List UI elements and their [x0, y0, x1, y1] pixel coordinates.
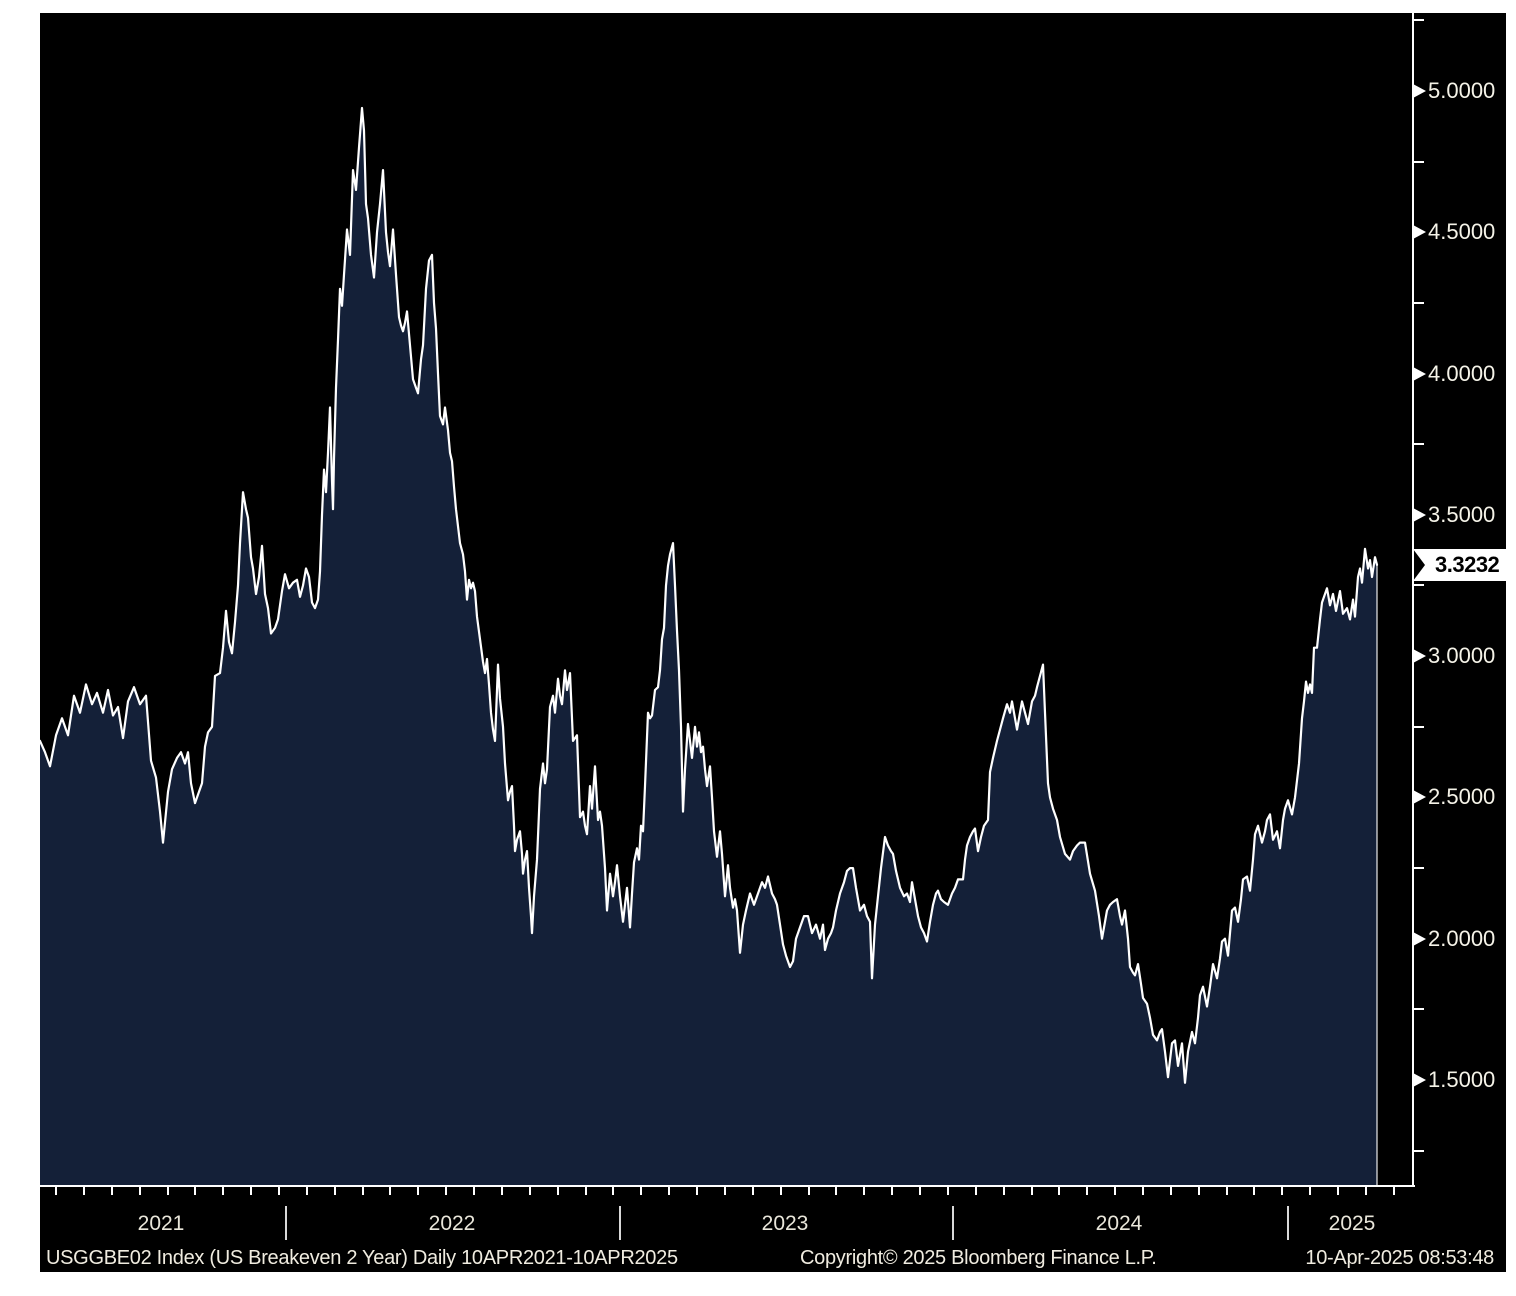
y-axis-label: 2.0000: [1428, 925, 1496, 951]
x-axis-month-tick: [361, 1187, 364, 1195]
x-axis-month-tick: [919, 1187, 921, 1195]
x-axis-month-tick: [389, 1187, 392, 1195]
x-axis-month-tick: [1253, 1187, 1256, 1195]
x-axis-month-tick: [835, 1187, 838, 1195]
y-axis-label: 2.5000: [1428, 784, 1496, 810]
x-axis-month-tick: [1114, 1187, 1117, 1195]
y-axis-major-tick-arrow: [1413, 366, 1426, 381]
x-axis-month-tick: [863, 1187, 866, 1195]
x-axis-month-tick: [556, 1187, 559, 1195]
x-axis-month-tick: [278, 1187, 280, 1195]
x-axis-month-tick: [1169, 1187, 1172, 1195]
x-axis-month-tick: [333, 1187, 336, 1195]
x-axis-month-tick: [723, 1187, 726, 1195]
x-axis-month-tick: [528, 1187, 531, 1195]
x-axis-month-tick: [110, 1187, 113, 1195]
x-axis-month-tick: [500, 1187, 503, 1195]
x-axis-month-tick: [1281, 1187, 1284, 1195]
x-axis-month-tick: [138, 1187, 141, 1195]
x-axis-month-tick: [250, 1187, 253, 1195]
x-axis-year-separator: [952, 1206, 954, 1240]
x-axis-month-tick: [194, 1187, 197, 1195]
x-axis-month-tick: [891, 1187, 894, 1195]
timestamp: 10-Apr-2025 08:53:48: [1305, 1247, 1494, 1269]
x-axis-month-tick: [1337, 1187, 1339, 1195]
x-axis-year-label: 2023: [761, 1212, 809, 1235]
x-axis-month-tick: [1141, 1187, 1144, 1195]
y-axis-major-tick-arrow: [1413, 507, 1426, 522]
y-axis-major-tick-arrow: [1413, 1072, 1426, 1087]
copyright-notice: Copyright© 2025 Bloomberg Finance L.P.: [800, 1247, 1157, 1269]
x-axis-year-separator: [285, 1206, 287, 1240]
y-axis-minor-tick: [1413, 1149, 1424, 1152]
x-axis-month-tick: [1197, 1187, 1200, 1195]
y-axis-label: 3.5000: [1428, 501, 1496, 527]
x-axis-month-tick: [612, 1187, 615, 1195]
x-axis-month-tick: [640, 1187, 643, 1195]
y-axis-major-tick-arrow: [1413, 790, 1426, 805]
x-axis-month-tick: [1225, 1187, 1228, 1195]
x-axis-year-label: 2025: [1328, 1212, 1376, 1235]
y-axis-minor-tick: [1413, 160, 1424, 163]
x-axis-year-separator: [619, 1206, 621, 1240]
x-axis-month-tick: [807, 1187, 810, 1195]
x-axis-month-tick: [305, 1187, 308, 1195]
y-axis-minor-tick: [1413, 301, 1424, 304]
x-axis-month-tick: [696, 1187, 698, 1195]
x-axis-month-tick: [166, 1187, 169, 1195]
x-axis-month-tick: [779, 1187, 782, 1195]
y-axis-minor-tick: [1413, 725, 1424, 728]
x-axis-month-tick: [1086, 1187, 1089, 1195]
y-axis-minor-tick: [1413, 867, 1424, 870]
y-axis-minor-tick: [1413, 443, 1424, 446]
x-axis-month-tick: [55, 1187, 57, 1195]
y-axis-major-tick-arrow: [1413, 225, 1426, 240]
x-axis-month-tick: [417, 1187, 420, 1195]
x-axis-month-tick: [974, 1187, 977, 1195]
x-axis-month-tick: [1058, 1187, 1061, 1195]
x-axis-month-tick: [1392, 1187, 1395, 1195]
y-axis-minor-tick: [1413, 1008, 1424, 1011]
last-price-tag: 3.3232: [1413, 549, 1516, 581]
x-axis-month-tick: [82, 1187, 85, 1195]
y-axis-label: 4.0000: [1428, 360, 1496, 386]
y-axis-label: 3.0000: [1428, 643, 1496, 669]
x-axis-year-label: 2022: [428, 1212, 476, 1235]
y-axis-label: 4.5000: [1428, 219, 1496, 245]
price-line: [38, 106, 1379, 1084]
y-axis-line: [1412, 13, 1414, 1187]
x-axis-month-tick: [1002, 1187, 1005, 1195]
x-axis-month-tick: [1364, 1187, 1367, 1195]
x-axis-year-label: 2021: [137, 1212, 185, 1235]
x-axis-year-separator: [1287, 1206, 1289, 1240]
y-axis-major-tick-arrow: [1413, 649, 1426, 664]
y-axis-minor-tick: [1413, 584, 1424, 587]
y-axis-minor-tick: [1413, 19, 1424, 22]
x-axis-month-tick: [445, 1187, 448, 1195]
x-axis-year-label: 2024: [1095, 1212, 1143, 1235]
y-axis-major-tick-arrow: [1413, 84, 1426, 98]
x-axis-month-tick: [751, 1187, 754, 1195]
x-axis-month-tick: [473, 1187, 476, 1195]
security-description: USGGBE02 Index (US Breakeven 2 Year) Dai…: [46, 1247, 678, 1269]
x-axis-month-tick: [222, 1187, 225, 1195]
y-axis-major-tick-arrow: [1413, 931, 1426, 946]
x-axis-month-tick: [946, 1187, 949, 1195]
x-axis-month-tick: [1030, 1187, 1033, 1195]
x-axis-month-tick: [1309, 1187, 1312, 1195]
x-axis-month-tick: [668, 1187, 671, 1195]
y-axis-label: 1.5000: [1428, 1066, 1496, 1092]
y-axis-label: 5.0000: [1428, 78, 1496, 103]
area-fill: [40, 108, 1377, 1185]
x-axis-line: [40, 1185, 1415, 1187]
x-axis-month-tick: [584, 1187, 587, 1195]
